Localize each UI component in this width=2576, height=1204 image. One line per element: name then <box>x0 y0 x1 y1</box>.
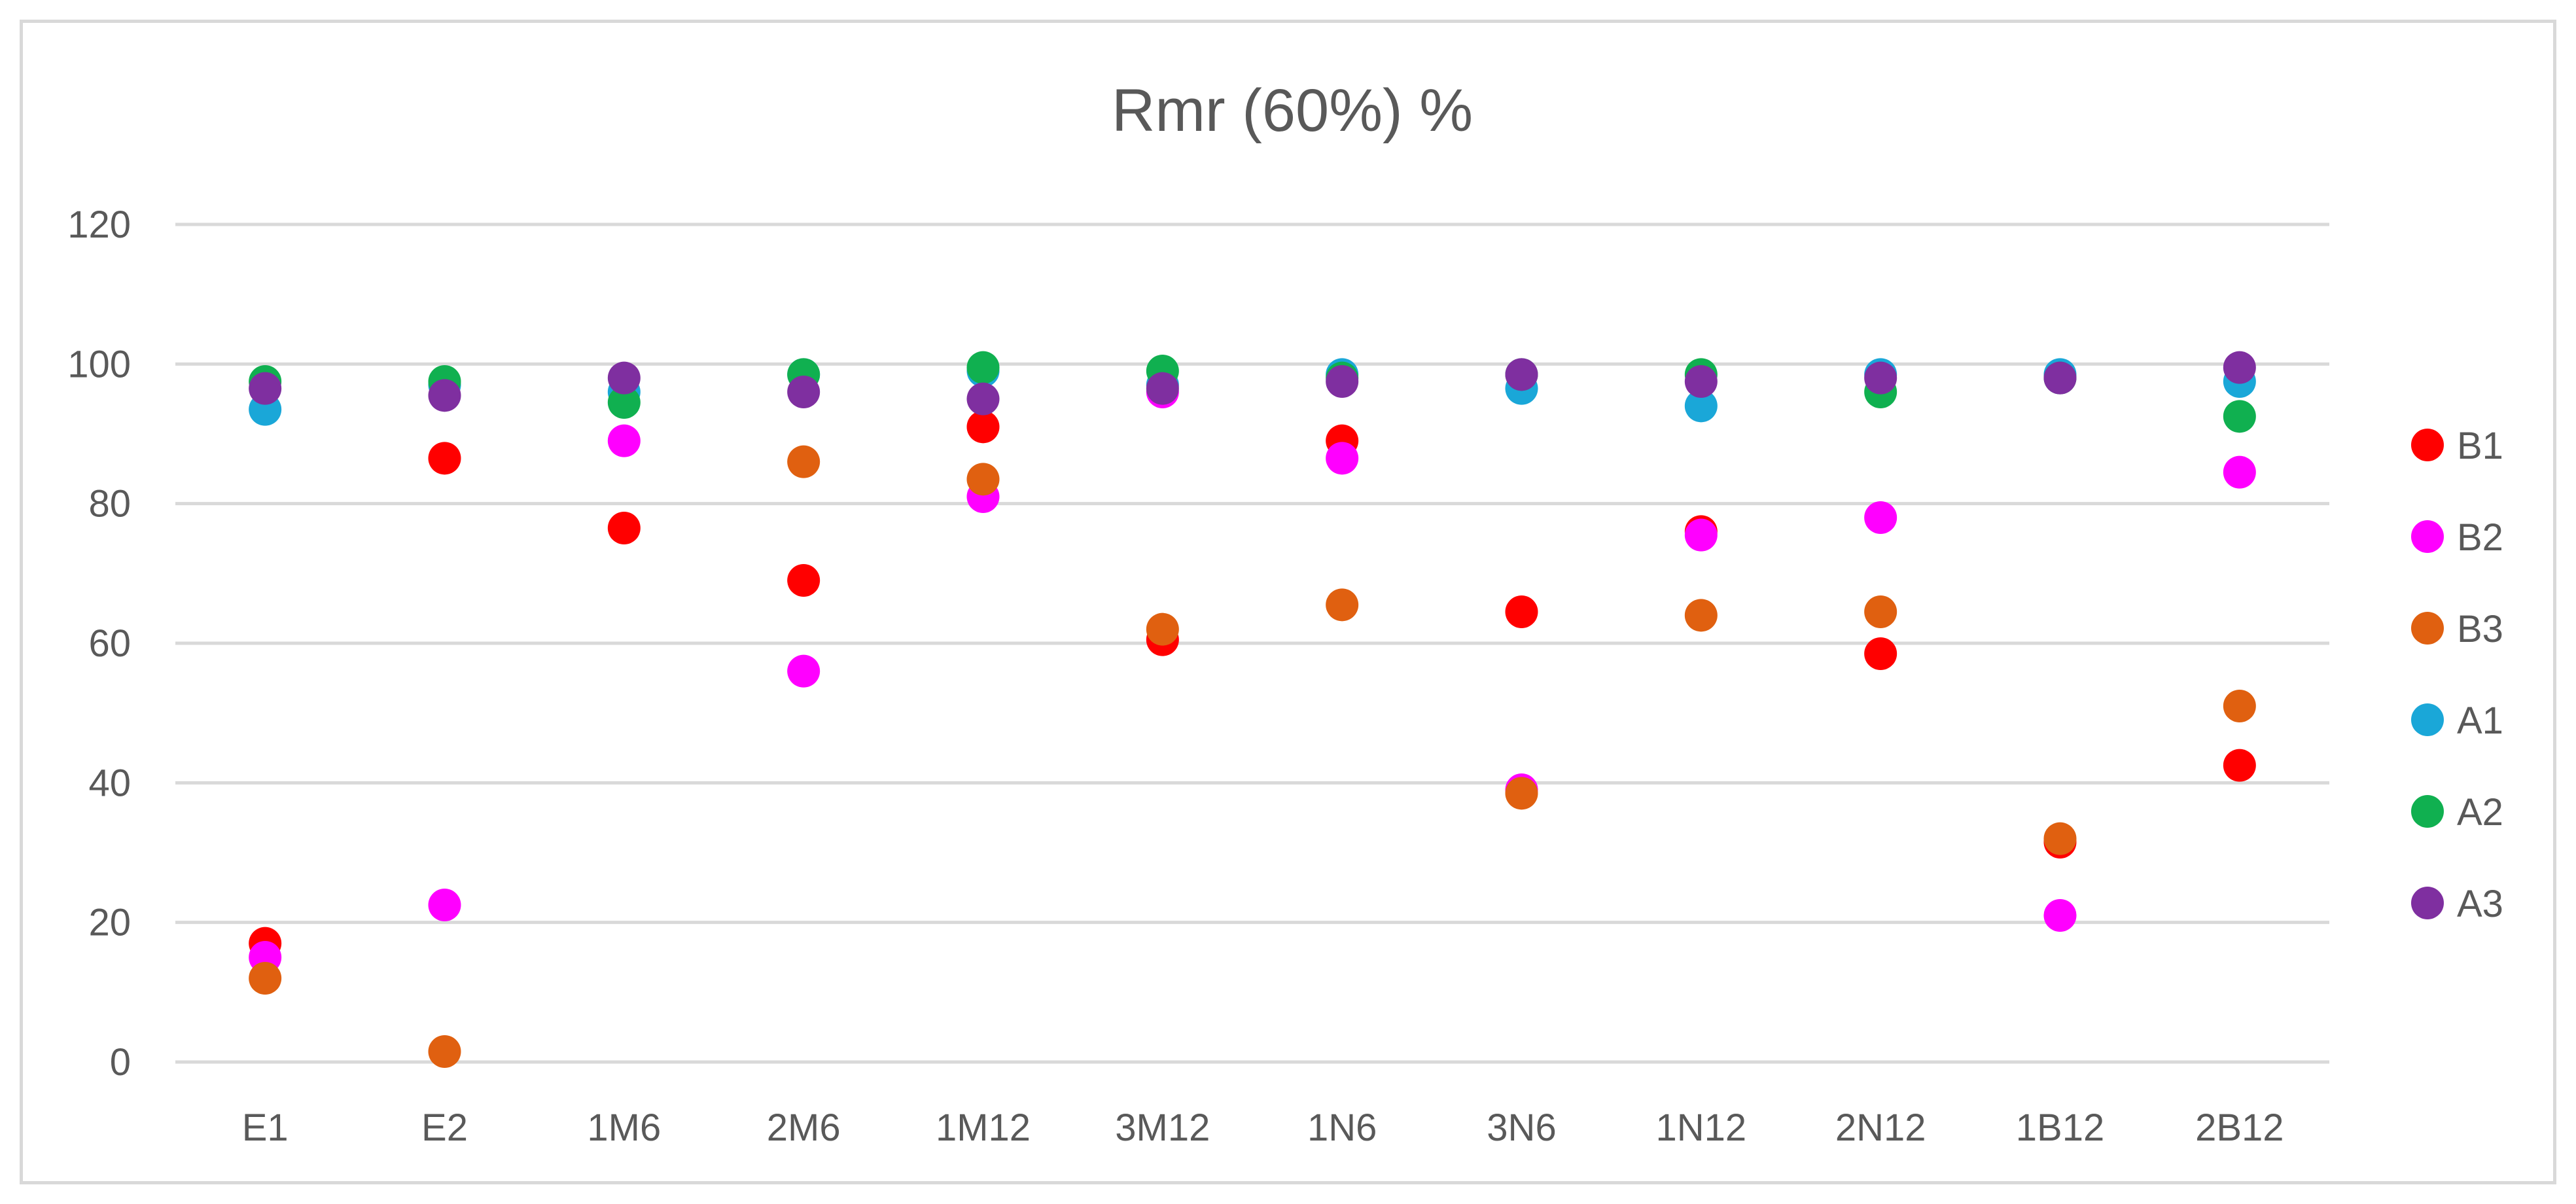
data-points <box>249 351 2256 1068</box>
data-point-b2 <box>2043 899 2077 932</box>
x-tick-label: 1B12 <box>2016 1107 2104 1149</box>
legend-marker-b3 <box>2411 612 2444 645</box>
x-axis-ticks: E1 E2 1M6 2M6 1M12 3M12 1N6 3N6 1N12 2N12 1B12 2B12 <box>242 1107 2284 1149</box>
data-point-a2 <box>2223 400 2256 433</box>
x-tick-label: 1N6 <box>1307 1107 1377 1149</box>
data-point-a3 <box>2043 361 2077 395</box>
legend-label-a2: A2 <box>2457 791 2503 834</box>
data-point-b3 <box>2043 822 2077 855</box>
data-point-a3 <box>1146 372 1179 405</box>
data-point-a3 <box>1864 361 1897 395</box>
data-point-b2 <box>787 654 820 688</box>
x-tick-label: E1 <box>242 1107 289 1149</box>
y-tick-label: 120 <box>67 204 131 246</box>
legend: B1 B2 B3 A1 A2 A3 <box>2411 425 2503 925</box>
data-point-b1 <box>2223 749 2256 782</box>
data-point-a2 <box>966 351 1000 384</box>
data-point-b3 <box>428 1035 461 1068</box>
x-tick-label: 1N12 <box>1656 1107 1747 1149</box>
data-point-b2 <box>2223 455 2256 489</box>
data-point-b3 <box>1146 612 1179 646</box>
data-point-b2 <box>1684 518 1718 552</box>
data-point-b3 <box>1864 595 1897 628</box>
data-point-b3 <box>1326 588 1359 622</box>
data-point-a3 <box>966 382 1000 416</box>
data-point-b2 <box>428 889 461 921</box>
data-point-a3 <box>787 376 820 408</box>
data-point-b3 <box>2223 690 2256 722</box>
data-point-b3 <box>1684 599 1718 632</box>
x-tick-label: E2 <box>421 1107 468 1149</box>
data-point-b2 <box>1326 442 1359 475</box>
data-point-b1 <box>428 442 461 475</box>
data-point-b3 <box>966 463 1000 496</box>
y-tick-label: 40 <box>88 762 131 804</box>
data-point-a3 <box>428 379 461 412</box>
x-tick-label: 1M6 <box>587 1107 661 1149</box>
legend-label-a1: A1 <box>2457 699 2503 742</box>
data-point-b2 <box>607 424 641 457</box>
x-tick-label: 2B12 <box>2195 1107 2284 1149</box>
y-tick-label: 100 <box>67 343 131 385</box>
data-point-a1 <box>1684 389 1718 423</box>
gridlines <box>175 222 2329 1064</box>
chart-frame <box>20 20 2556 1184</box>
data-point-b1 <box>966 410 1000 444</box>
y-axis-ticks: 0 20 40 60 80 100 120 <box>67 204 131 1084</box>
legend-label-a3: A3 <box>2457 883 2503 925</box>
y-tick-label: 80 <box>88 483 131 525</box>
y-tick-label: 0 <box>110 1041 131 1084</box>
x-tick-label: 1M12 <box>936 1107 1031 1149</box>
y-tick-label: 60 <box>88 622 131 665</box>
data-point-a3 <box>1505 358 1538 391</box>
data-point-a3 <box>249 372 282 405</box>
data-point-a3 <box>2223 351 2256 384</box>
legend-marker-b1 <box>2411 429 2444 461</box>
legend-marker-a2 <box>2411 795 2444 828</box>
chart-title: Rmr (60%) % <box>1112 77 1473 144</box>
data-point-b1 <box>607 512 641 544</box>
legend-marker-a1 <box>2411 703 2444 736</box>
data-point-a2 <box>607 386 641 419</box>
x-tick-label: 2N12 <box>1835 1107 1926 1149</box>
data-point-b3 <box>1505 777 1538 810</box>
x-tick-label: 2M6 <box>767 1107 841 1149</box>
data-point-b1 <box>787 564 820 597</box>
legend-label-b3: B3 <box>2457 608 2503 650</box>
data-point-b1 <box>1505 595 1538 628</box>
data-point-b3 <box>787 445 820 478</box>
data-point-a3 <box>1684 365 1718 398</box>
y-tick-label: 20 <box>88 902 131 944</box>
data-point-a3 <box>1326 365 1359 398</box>
data-point-b3 <box>249 962 282 995</box>
legend-marker-b2 <box>2411 520 2444 553</box>
x-tick-label: 3N6 <box>1487 1107 1556 1149</box>
legend-label-b1: B1 <box>2457 425 2503 467</box>
data-point-b2 <box>1864 501 1897 534</box>
data-point-b1 <box>1864 637 1897 670</box>
legend-label-b2: B2 <box>2457 516 2503 559</box>
legend-marker-a3 <box>2411 887 2444 919</box>
data-point-a3 <box>607 361 641 395</box>
x-tick-label: 3M12 <box>1115 1107 1210 1149</box>
